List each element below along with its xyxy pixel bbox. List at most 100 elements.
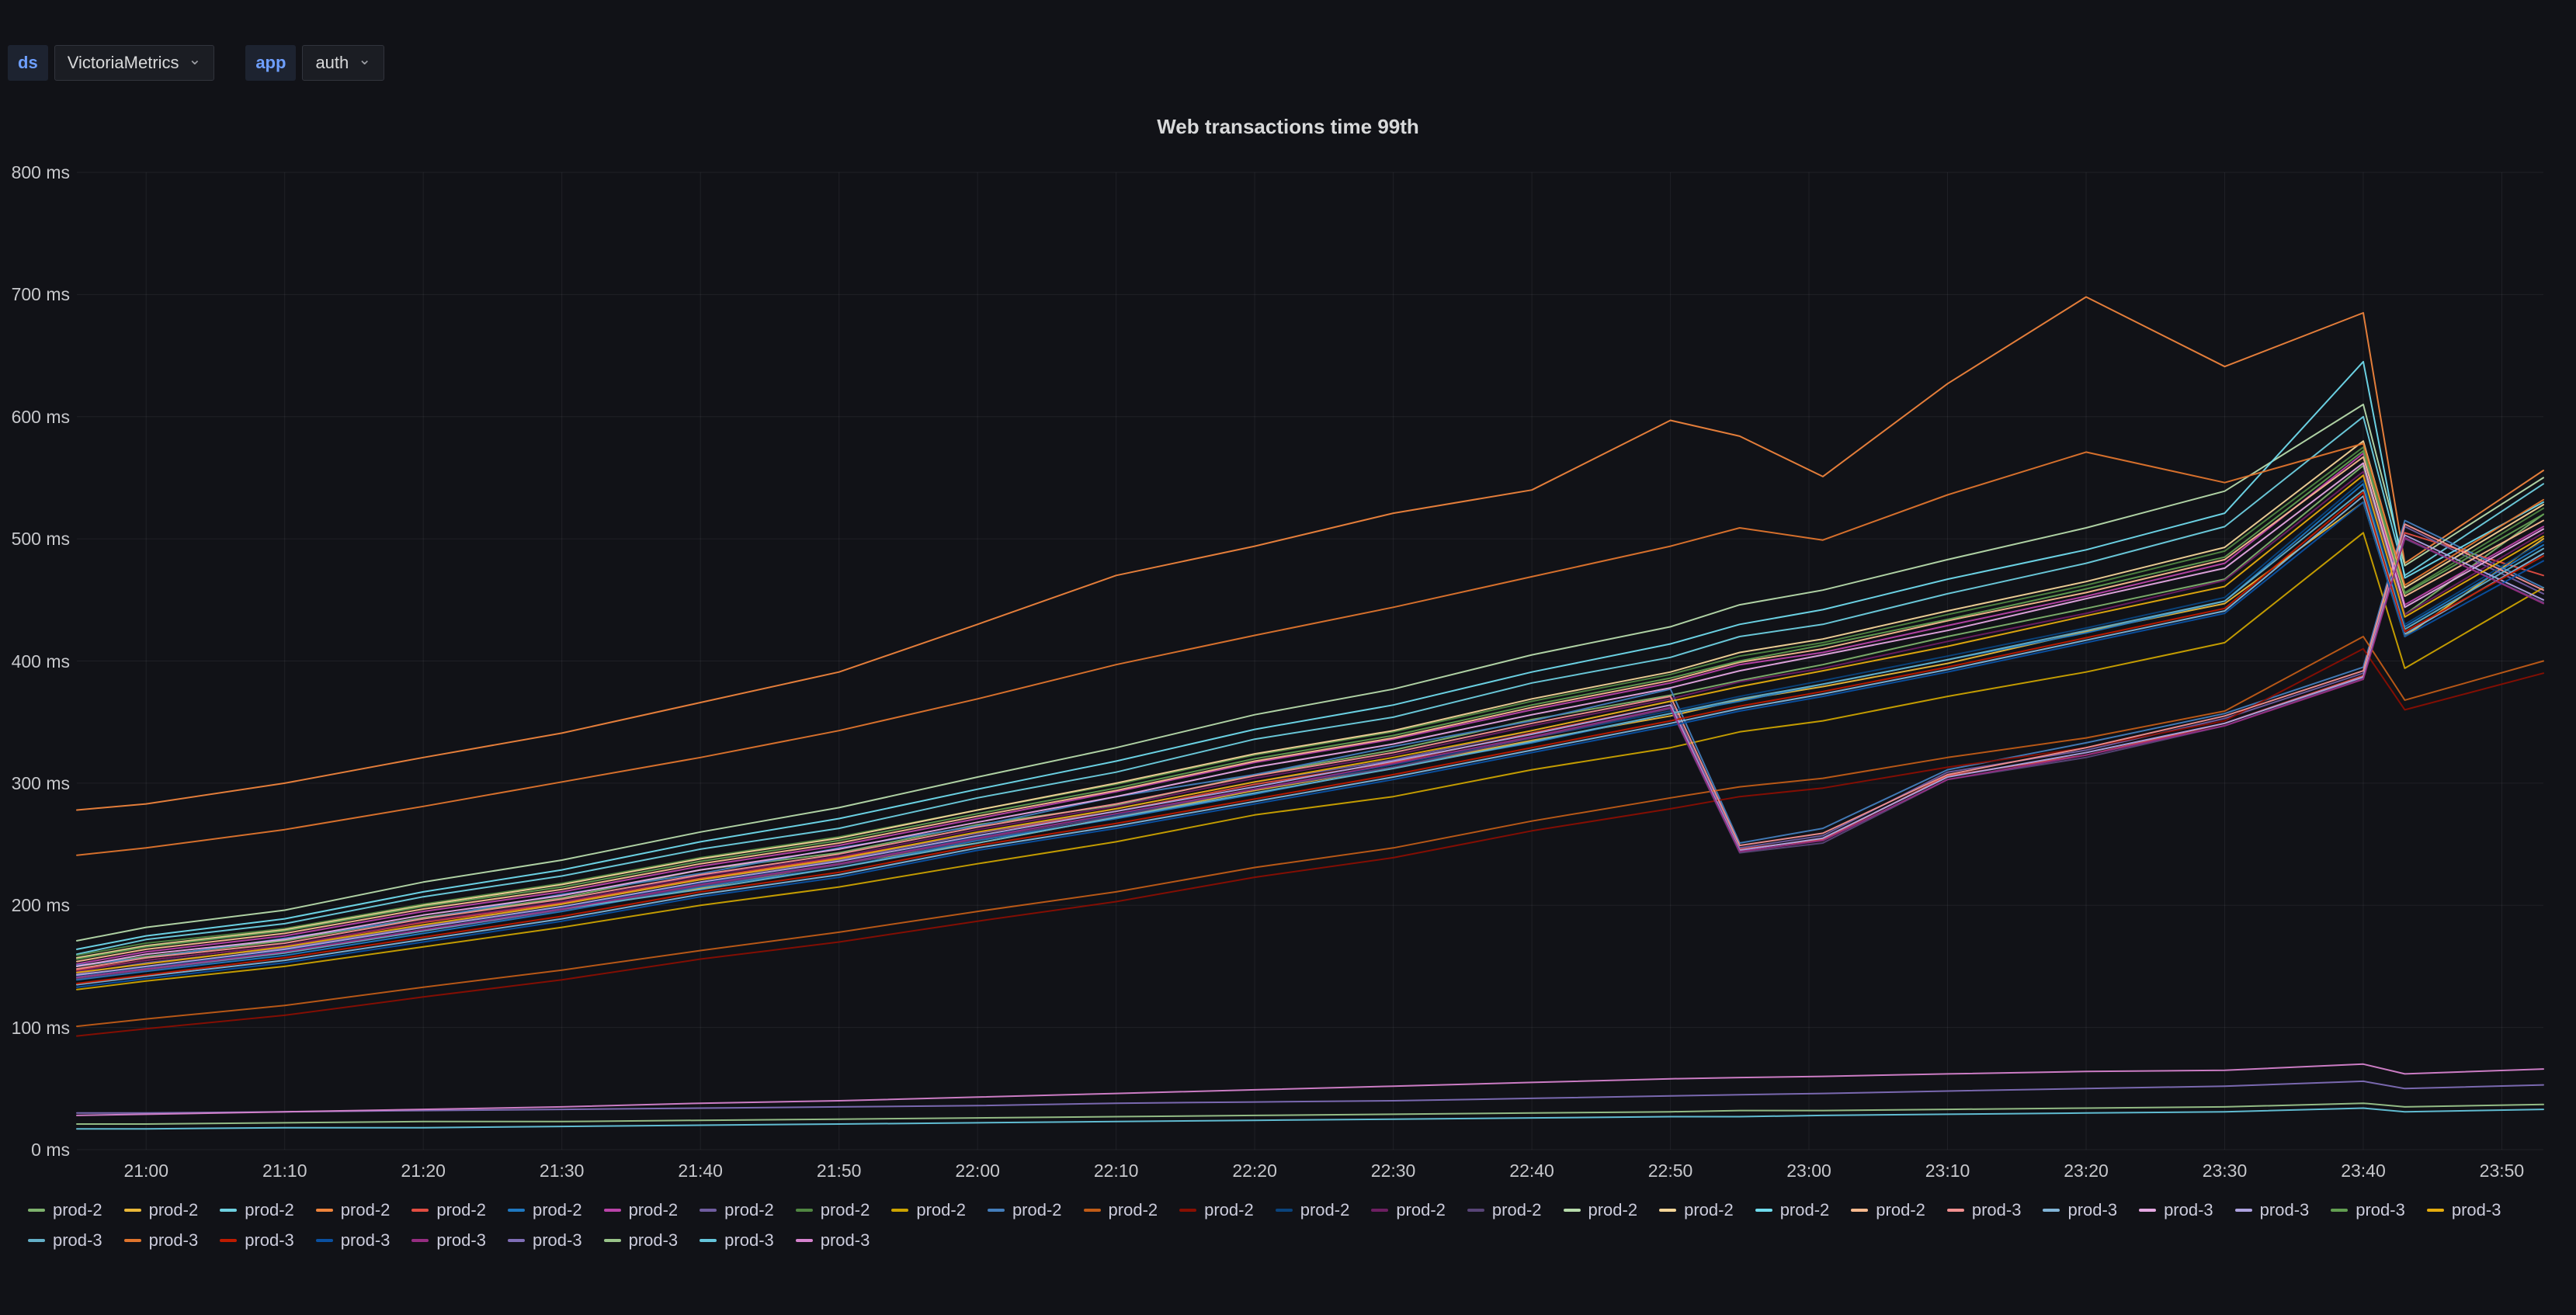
- legend-item[interactable]: prod-3: [2234, 1195, 2309, 1224]
- legend-label: prod-3: [628, 1230, 679, 1250]
- legend-item[interactable]: prod-3: [28, 1226, 102, 1254]
- legend-label: prod-2: [1876, 1199, 1925, 1220]
- x-tick-label: 21:40: [678, 1161, 723, 1181]
- x-tick-label: 22:00: [955, 1161, 1000, 1181]
- legend-swatch: [1851, 1208, 1869, 1212]
- variable-ds-value: VictoriaMetrics: [67, 53, 179, 72]
- legend-item[interactable]: prod-2: [1467, 1195, 1542, 1224]
- legend-item[interactable]: prod-2: [123, 1195, 198, 1224]
- legend-item[interactable]: prod-3: [603, 1226, 679, 1254]
- legend-swatch: [220, 1238, 238, 1242]
- legend-item[interactable]: prod-2: [700, 1195, 774, 1224]
- legend-item[interactable]: prod-3: [411, 1226, 486, 1254]
- series-line: [76, 636, 2544, 1028]
- legend-swatch: [987, 1208, 1005, 1212]
- y-tick-label: 400 ms: [11, 651, 70, 671]
- legend-label: prod-2: [245, 1199, 294, 1220]
- legend-swatch: [411, 1208, 429, 1212]
- series-line: [76, 489, 2544, 979]
- legend-label: prod-3: [2356, 1199, 2405, 1220]
- legend-swatch: [1371, 1208, 1389, 1212]
- legend-item[interactable]: prod-2: [507, 1195, 582, 1224]
- legend: prod-2 prod-2 prod-2 prod-2 prod-2 prod-2 prod…: [28, 1195, 2559, 1254]
- legend-item[interactable]: prod-2: [411, 1195, 486, 1224]
- x-tick-label: 22:20: [1232, 1161, 1277, 1181]
- series-line: [76, 415, 2544, 956]
- legend-item[interactable]: prod-2: [987, 1195, 1062, 1224]
- legend-label: prod-2: [820, 1199, 870, 1220]
- legend-label: prod-3: [340, 1230, 391, 1250]
- chart-canvas[interactable]: [76, 172, 2544, 1150]
- y-tick-label: 700 ms: [11, 284, 70, 305]
- series-line: [76, 532, 2544, 991]
- x-tick-label: 21:30: [539, 1161, 585, 1181]
- variable-app-value: auth: [315, 53, 349, 72]
- legend-label: prod-3: [53, 1230, 102, 1250]
- legend-item[interactable]: prod-2: [1275, 1195, 1349, 1224]
- legend-item[interactable]: prod-2: [603, 1195, 678, 1224]
- legend-item[interactable]: prod-2: [1179, 1195, 1254, 1224]
- series-line: [76, 523, 2544, 970]
- legend-swatch: [123, 1208, 141, 1212]
- legend-item[interactable]: prod-2: [1083, 1195, 1158, 1224]
- legend-item[interactable]: prod-2: [315, 1195, 391, 1224]
- legend-swatch: [1083, 1208, 1101, 1212]
- legend-item[interactable]: prod-3: [123, 1226, 199, 1254]
- series-line: [76, 442, 2544, 856]
- series-line: [76, 534, 2544, 976]
- legend-label: prod-2: [1491, 1199, 1542, 1220]
- legend-label: prod-2: [916, 1199, 966, 1220]
- legend-item[interactable]: prod-2: [795, 1195, 870, 1224]
- legend-item[interactable]: prod-2: [220, 1195, 294, 1224]
- y-tick-label: 500 ms: [11, 529, 70, 550]
- series-line: [76, 462, 2544, 967]
- x-tick-label: 21:50: [816, 1161, 862, 1181]
- legend-item[interactable]: prod-3: [2139, 1195, 2213, 1224]
- x-tick-label: 23:20: [2064, 1161, 2109, 1181]
- series-line: [76, 446, 2544, 956]
- legend-item[interactable]: prod-3: [1946, 1195, 2021, 1224]
- legend-label: prod-3: [436, 1230, 486, 1250]
- variables-toolbar: ds VictoriaMetrics ⌄ app auth ⌄: [8, 45, 385, 81]
- y-tick-label: 300 ms: [11, 772, 70, 793]
- legend-label: prod-3: [148, 1230, 199, 1250]
- legend-label: prod-2: [1684, 1199, 1734, 1220]
- legend-item[interactable]: prod-2: [1371, 1195, 1446, 1224]
- legend-label: prod-2: [1779, 1199, 1830, 1220]
- legend-item[interactable]: prod-2: [891, 1195, 966, 1224]
- series-line: [76, 532, 2544, 971]
- legend-swatch: [315, 1208, 333, 1212]
- legend-item[interactable]: prod-3: [315, 1226, 391, 1254]
- legend-item[interactable]: prod-2: [1851, 1195, 1925, 1224]
- variable-app-dropdown[interactable]: auth ⌄: [302, 45, 385, 81]
- x-tick-label: 23:30: [2202, 1161, 2248, 1181]
- x-tick-label: 23:50: [2479, 1161, 2525, 1181]
- legend-swatch: [795, 1208, 813, 1212]
- x-tick-label: 22:10: [1093, 1161, 1139, 1181]
- legend-item[interactable]: prod-3: [507, 1226, 582, 1254]
- legend-label: prod-2: [340, 1199, 391, 1220]
- x-tick-label: 21:00: [123, 1161, 169, 1181]
- legend-label: prod-2: [1396, 1199, 1446, 1220]
- legend-item[interactable]: prod-3: [2331, 1195, 2405, 1224]
- legend-swatch: [2043, 1208, 2060, 1212]
- variable-ds-label: ds: [8, 45, 48, 81]
- legend-item[interactable]: prod-2: [28, 1195, 102, 1224]
- legend-item[interactable]: prod-2: [1659, 1195, 1734, 1224]
- legend-label: prod-3: [2164, 1199, 2213, 1220]
- series-line: [76, 360, 2544, 950]
- legend-item[interactable]: prod-3: [700, 1226, 774, 1254]
- legend-item[interactable]: prod-3: [795, 1226, 870, 1254]
- legend-swatch: [123, 1238, 141, 1242]
- legend-item[interactable]: prod-2: [1563, 1195, 1637, 1224]
- legend-item[interactable]: prod-3: [220, 1226, 294, 1254]
- legend-item[interactable]: prod-2: [1755, 1195, 1830, 1224]
- legend-swatch: [2139, 1208, 2157, 1212]
- variable-ds-dropdown[interactable]: VictoriaMetrics ⌄: [54, 45, 215, 81]
- legend-label: prod-3: [245, 1230, 294, 1250]
- legend-swatch: [700, 1238, 717, 1242]
- y-tick-label: 0 ms: [31, 1140, 70, 1160]
- variable-ds: ds VictoriaMetrics ⌄: [8, 45, 215, 81]
- legend-item[interactable]: prod-3: [2043, 1195, 2117, 1224]
- legend-item[interactable]: prod-3: [2426, 1195, 2501, 1224]
